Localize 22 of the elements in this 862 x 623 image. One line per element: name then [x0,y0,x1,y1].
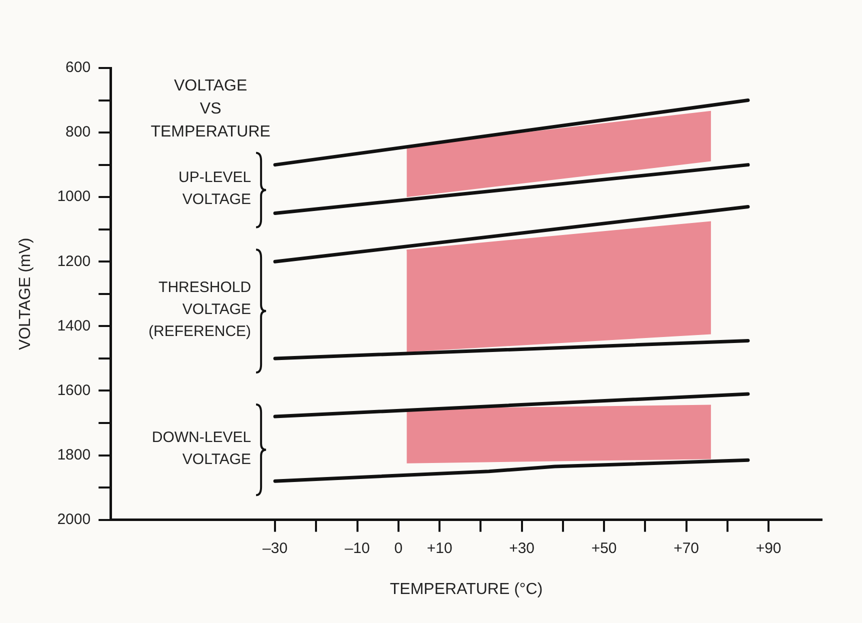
x-tick-label: 0 [394,540,403,557]
y-tick-label: 1400 [57,317,91,334]
y-tick-label: 1600 [57,382,91,399]
y-tick-label: 600 [66,59,91,76]
annotation: UP-LEVEL VOLTAGE [178,169,252,208]
x-tick-label: +90 [756,540,782,557]
y-tick-label: 800 [66,124,91,141]
annotation: THRESHOLD VOLTAGE (REFERENCE) [148,279,252,340]
x-tick-label: +30 [509,540,535,557]
x-tick-label: +70 [674,540,700,557]
x-tick-label: +10 [426,540,452,557]
y-tick-label: 1000 [57,188,91,206]
y-axis-title: VOLTAGE (mV) [17,238,34,350]
x-axis-title: TEMPERATURE (°C) [390,580,543,598]
text: VOLTAGE VS TEMPERATURE [150,77,270,140]
y-tick-label: 1200 [57,252,91,270]
annotation: DOWN-LEVEL VOLTAGE [152,428,252,468]
x-tick-label: –10 [344,540,370,557]
x-tick-label: –30 [262,540,288,557]
y-tick-label: 1800 [57,446,91,464]
x-tick-label: +50 [591,540,617,557]
y-tick-label: 2000 [57,510,91,528]
